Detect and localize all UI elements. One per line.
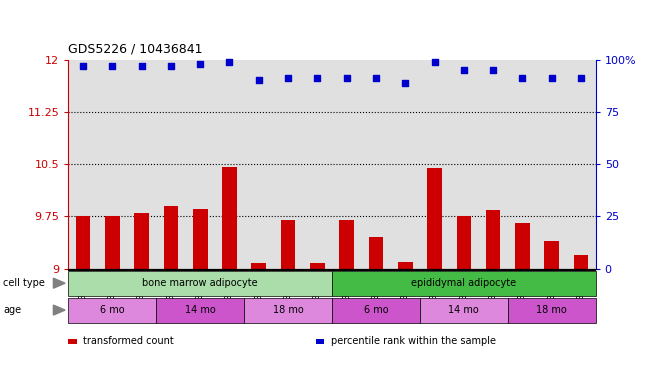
Bar (68, 60, 98, 269)
Bar (515, 223, 530, 269)
Bar (163, 206, 178, 269)
Text: percentile rank within the sample: percentile rank within the sample (331, 336, 495, 346)
Text: age: age (3, 305, 21, 315)
Bar (478, 60, 508, 269)
Point (371, 75, 381, 81)
Bar (456, 217, 471, 269)
Point (137, 63, 147, 69)
Text: transformed count: transformed count (83, 336, 174, 346)
Bar (273, 60, 303, 269)
Bar (303, 60, 332, 269)
Text: 6 mo: 6 mo (364, 305, 388, 315)
Bar (244, 60, 273, 269)
Point (547, 75, 557, 81)
Point (195, 61, 206, 67)
Point (107, 63, 117, 69)
Bar (186, 60, 215, 269)
Point (165, 63, 176, 69)
Point (576, 75, 587, 81)
Bar (398, 262, 413, 269)
Text: 14 mo: 14 mo (449, 305, 479, 315)
Bar (332, 60, 361, 269)
Bar (391, 60, 420, 269)
Point (488, 67, 499, 73)
Bar (193, 209, 208, 269)
Point (517, 75, 527, 81)
Bar (105, 217, 120, 269)
Text: 14 mo: 14 mo (185, 305, 215, 315)
Point (224, 58, 235, 65)
Bar (368, 237, 383, 269)
Bar (339, 220, 354, 269)
Bar (281, 220, 296, 269)
Bar (486, 210, 501, 269)
Bar (574, 255, 589, 269)
Bar (134, 213, 149, 269)
Text: GDS5226 / 10436841: GDS5226 / 10436841 (68, 43, 203, 56)
Bar (427, 168, 442, 269)
Bar (215, 60, 244, 269)
Bar (310, 263, 325, 269)
Text: 18 mo: 18 mo (536, 305, 567, 315)
Text: cell type: cell type (3, 278, 45, 288)
Point (342, 75, 352, 81)
Bar (222, 167, 237, 269)
Point (400, 79, 411, 86)
Point (283, 75, 293, 81)
Bar (127, 60, 156, 269)
Bar (251, 263, 266, 269)
Bar (449, 60, 478, 269)
Bar (361, 60, 391, 269)
Bar (156, 60, 186, 269)
Bar (76, 217, 90, 269)
Bar (544, 241, 559, 269)
Bar (98, 60, 127, 269)
Bar (566, 60, 596, 269)
Bar (508, 60, 537, 269)
Bar (420, 60, 449, 269)
Bar (537, 60, 566, 269)
Text: bone marrow adipocyte: bone marrow adipocyte (143, 278, 258, 288)
Text: 6 mo: 6 mo (100, 305, 124, 315)
Point (430, 58, 440, 65)
Point (458, 67, 469, 73)
Text: 18 mo: 18 mo (273, 305, 303, 315)
Text: epididymal adipocyte: epididymal adipocyte (411, 278, 516, 288)
Point (78, 63, 89, 69)
Point (312, 75, 323, 81)
Point (254, 78, 264, 84)
